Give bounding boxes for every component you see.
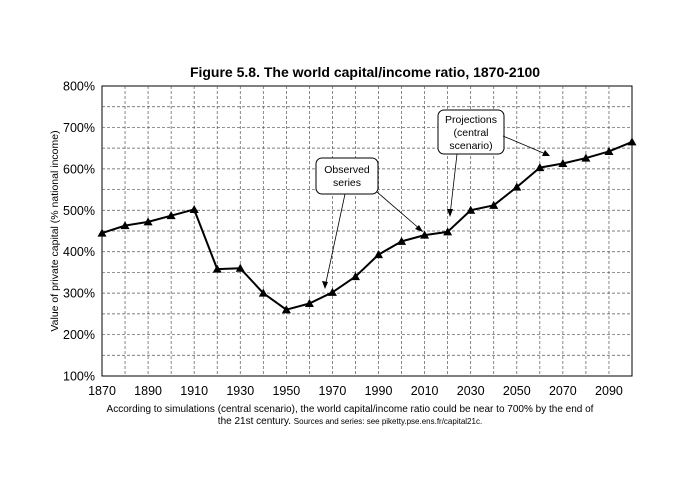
data-point-marker	[489, 200, 499, 209]
annotation-observed-line-1: Observed	[324, 164, 370, 176]
annotation-projections-line-1: Projections	[445, 114, 497, 126]
chart-caption: According to simulations (central scenar…	[100, 404, 600, 428]
data-point-marker	[281, 305, 291, 314]
annotation-projections-box	[437, 109, 505, 155]
x-tick-label: 1930	[226, 384, 254, 398]
annotation-observed-arrow-2	[376, 191, 422, 231]
y-tick-label: 400%	[63, 245, 95, 259]
data-point-marker	[97, 228, 107, 237]
y-tick-label: 200%	[63, 328, 95, 342]
x-tick-label: 1990	[365, 384, 393, 398]
data-point-marker	[627, 137, 637, 146]
data-point-marker	[558, 158, 568, 167]
x-tick-label: 2090	[595, 384, 623, 398]
y-tick-label: 500%	[63, 204, 95, 218]
data-point-marker	[120, 221, 130, 230]
x-axis-ticks: 1870 1890 1910 1930 1950 1970 1990 2010 2030 2050…	[88, 384, 623, 398]
series-line	[101, 141, 633, 311]
annotation-projections-line-2: (central	[453, 127, 488, 139]
data-point-marker	[258, 288, 268, 297]
annotation-projections-arrowhead-1	[447, 209, 453, 217]
annotation-observed: Observed series	[315, 157, 423, 289]
annotation-observed-arrowhead-1	[322, 281, 328, 289]
y-tick-label: 600%	[63, 162, 95, 176]
y-axis-label: Value of private capital (% national inc…	[49, 130, 61, 331]
x-tick-label: 1910	[180, 384, 208, 398]
x-tick-label: 1950	[272, 384, 300, 398]
data-point-marker	[466, 205, 476, 214]
caption-sources: Sources and series: see piketty.pse.ens.…	[293, 417, 483, 426]
data-point-marker	[143, 217, 153, 226]
x-tick-label: 1870	[88, 384, 116, 398]
data-point-marker	[350, 272, 360, 281]
data-point-marker	[397, 236, 407, 245]
data-point-marker	[327, 287, 337, 296]
data-point-marker	[235, 263, 245, 272]
data-point-marker	[304, 299, 314, 307]
x-tick-label: 2070	[549, 384, 577, 398]
data-point-marker	[212, 264, 222, 273]
y-tick-label: 100%	[63, 370, 95, 384]
data-point-marker	[512, 182, 522, 191]
annotation-observed-box	[315, 157, 379, 195]
data-point-marker	[443, 227, 453, 236]
x-tick-label: 1890	[134, 384, 162, 398]
annotation-projections-arrowhead-2	[542, 150, 550, 156]
y-tick-label: 300%	[63, 287, 95, 301]
x-tick-label: 2010	[411, 384, 439, 398]
data-point-marker	[166, 211, 176, 220]
annotation-projections-arrow-2	[502, 135, 549, 156]
x-tick-label: 1970	[319, 384, 347, 398]
data-point-marker	[581, 153, 591, 162]
x-tick-label: 2030	[457, 384, 485, 398]
data-point-marker	[374, 250, 384, 259]
caption-main: According to simulations (central scenar…	[106, 404, 594, 427]
annotation-observed-arrowhead-2	[415, 225, 423, 232]
annotation-observed-line-2: series	[333, 177, 361, 189]
x-tick-label: 2050	[503, 384, 531, 398]
y-axis-ticks: 100% 200% 300% 400% 500% 600% 700% 800%	[63, 80, 95, 384]
data-point-marker	[535, 163, 545, 172]
data-point-marker	[420, 230, 430, 239]
y-tick-label: 700%	[63, 121, 95, 135]
series-group	[97, 137, 637, 314]
annotation-projections-line-3: scenario)	[449, 140, 492, 152]
y-tick-label: 800%	[63, 80, 95, 94]
annotation-observed-arrow-1	[324, 193, 346, 288]
annotation-projections-arrow-1	[449, 153, 458, 216]
grid	[102, 86, 632, 376]
chart-title: Figure 5.8. The world capital/income rat…	[190, 64, 540, 80]
data-point-marker	[604, 146, 614, 155]
annotation-projections: Projections (central scenario)	[437, 109, 550, 217]
data-point-marker	[189, 204, 199, 213]
